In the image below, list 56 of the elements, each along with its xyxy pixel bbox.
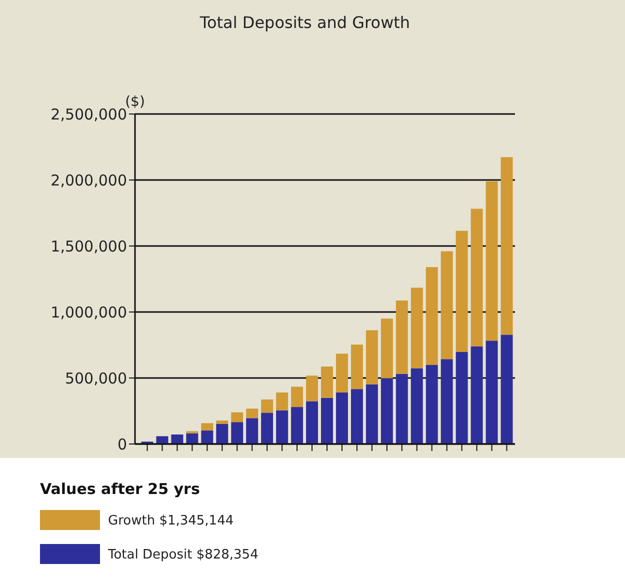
bar	[246, 408, 258, 418]
bar	[350, 344, 363, 390]
bar	[261, 400, 274, 413]
y-axis-title: ($)	[125, 94, 145, 110]
bar	[186, 433, 198, 444]
bar	[396, 300, 408, 374]
bar	[426, 267, 438, 365]
bar	[486, 340, 498, 444]
bar	[246, 418, 258, 444]
bar	[396, 374, 408, 444]
legend-label: Growth $1,345,144	[108, 514, 234, 529]
bar	[321, 398, 333, 444]
bar	[410, 288, 423, 368]
chart-title: Total Deposits and Growth	[198, 13, 410, 32]
bar	[156, 436, 168, 444]
y-tick-label: 2,500,000	[50, 105, 127, 124]
bar	[336, 354, 348, 393]
bar	[500, 157, 513, 335]
bar	[276, 392, 288, 410]
bar	[276, 410, 288, 444]
bar	[306, 401, 318, 444]
legend-title: Values after 25 yrs	[40, 480, 200, 498]
bar	[336, 392, 348, 444]
bar	[291, 407, 304, 444]
bar	[321, 366, 333, 398]
bar	[500, 334, 513, 444]
y-tick-label: 1,500,000	[50, 237, 127, 256]
bar	[470, 346, 483, 444]
bar	[216, 420, 228, 424]
bar	[456, 230, 468, 352]
bar	[456, 352, 468, 444]
bar	[201, 430, 214, 444]
bar	[440, 359, 453, 444]
bar	[261, 412, 274, 444]
bar	[291, 386, 304, 408]
bar	[410, 368, 423, 444]
bar	[426, 364, 438, 444]
bar	[440, 251, 453, 360]
y-tick-label: 0	[117, 435, 127, 454]
bar	[486, 181, 498, 341]
bar	[380, 378, 393, 444]
y-tick-label: 500,000	[64, 369, 127, 388]
bar	[470, 208, 483, 346]
bar	[366, 330, 378, 384]
bar	[231, 422, 244, 444]
bar	[231, 412, 244, 422]
bar	[216, 424, 228, 444]
bar	[306, 376, 318, 402]
y-tick-label: 2,000,000	[50, 171, 127, 190]
bar	[380, 318, 393, 378]
bar	[366, 384, 378, 444]
bar	[350, 389, 363, 444]
y-tick-label: 1,000,000	[50, 303, 127, 322]
bar	[171, 434, 184, 444]
legend-label: Total Deposit $828,354	[107, 548, 258, 563]
bar	[201, 423, 214, 431]
